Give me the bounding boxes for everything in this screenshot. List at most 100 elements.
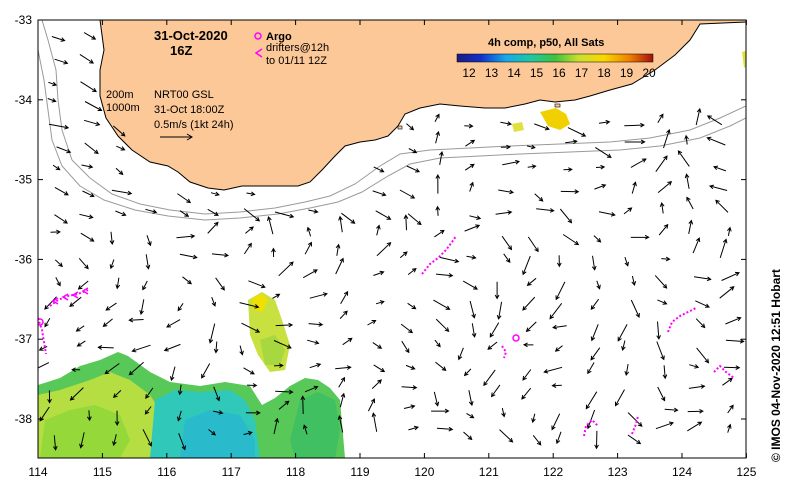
current-arrow	[495, 210, 513, 215]
current-arrow	[403, 404, 416, 409]
current-arrow	[624, 364, 630, 377]
current-arrow	[80, 232, 95, 242]
current-arrow	[179, 253, 198, 260]
current-arrow	[469, 181, 474, 192]
current-arrow	[590, 298, 600, 311]
current-arrow	[112, 434, 117, 447]
colorbar-tick-label: 18	[597, 66, 611, 80]
current-arrow	[471, 323, 477, 338]
current-arrow	[338, 376, 346, 388]
current-arrow	[69, 296, 82, 307]
current-arrow	[267, 216, 274, 235]
current-arrow	[273, 363, 284, 368]
current-arrow	[522, 255, 531, 276]
y-tick-label: -38	[15, 412, 33, 426]
current-arrow	[657, 181, 673, 193]
current-arrow	[208, 429, 217, 436]
current-arrow	[243, 430, 253, 436]
current-arrow	[342, 337, 353, 346]
product-name: NRT00 GSL	[154, 89, 214, 101]
current-arrow	[464, 224, 481, 232]
current-arrow	[689, 364, 700, 369]
current-arrow	[469, 300, 476, 319]
current-arrow	[565, 139, 578, 145]
x-tick-label: 120	[414, 465, 434, 479]
colorbar-tick-label: 15	[530, 66, 544, 80]
current-arrow	[555, 281, 566, 301]
current-arrow	[44, 296, 57, 310]
current-arrow	[399, 189, 416, 199]
current-arrow	[201, 363, 211, 379]
current-arrow	[407, 302, 417, 310]
current-arrow	[304, 241, 312, 255]
current-arrow	[179, 210, 190, 217]
current-arrow	[76, 340, 86, 347]
map-timestamp: 31-Oct-2020	[154, 28, 228, 43]
current-arrow	[376, 241, 392, 257]
current-arrow	[531, 413, 536, 424]
current-arrow	[560, 189, 580, 194]
current-arrow	[435, 361, 447, 371]
current-arrow	[373, 364, 386, 373]
sst-patches	[38, 50, 746, 458]
current-arrow	[86, 410, 92, 422]
current-arrow	[556, 255, 562, 268]
current-arrow	[526, 144, 536, 150]
current-arrow	[435, 173, 441, 194]
current-arrow	[590, 324, 599, 342]
current-arrow	[309, 292, 328, 299]
y-axis: -33 -34 -35 -36 -37 -38	[15, 13, 746, 426]
current-arrow	[631, 181, 637, 194]
current-arrow	[727, 226, 732, 236]
drifter-legend-line1: drifters@12h	[266, 42, 329, 54]
current-arrow	[401, 340, 410, 354]
current-arrow	[145, 208, 158, 214]
current-arrow	[79, 432, 85, 449]
current-arrow	[142, 280, 148, 291]
current-arrow	[725, 316, 742, 325]
current-arrow	[725, 338, 745, 344]
current-arrow	[111, 189, 133, 196]
current-arrow	[56, 146, 72, 154]
current-arrow	[302, 424, 308, 435]
current-arrow	[399, 251, 408, 259]
current-arrow	[630, 234, 650, 240]
current-arrow	[559, 208, 573, 224]
current-arrow	[371, 379, 382, 389]
current-arrow	[630, 299, 640, 318]
current-arrow	[54, 259, 63, 268]
current-arrow	[215, 277, 225, 291]
colorbar-tick-label: 13	[485, 66, 499, 80]
plot-frame	[37, 19, 747, 459]
current-arrow	[372, 342, 383, 349]
current-arrow	[401, 385, 418, 390]
current-arrow	[271, 247, 276, 258]
current-arrow	[591, 255, 597, 271]
current-arrow	[81, 164, 94, 169]
current-arrow	[239, 345, 244, 356]
current-arrow	[278, 400, 290, 410]
current-arrow	[656, 321, 661, 340]
current-arrow	[405, 364, 416, 370]
y-tick-label: -34	[15, 93, 33, 107]
current-arrow	[527, 236, 539, 253]
current-arrow	[555, 431, 562, 445]
current-arrow	[586, 409, 596, 430]
x-tick-label: 114	[28, 465, 47, 479]
current-arrow	[245, 226, 254, 234]
current-arrow	[723, 365, 741, 370]
current-arrow	[490, 384, 501, 398]
argo-floats	[38, 318, 520, 342]
current-arrow	[145, 387, 154, 399]
current-arrow	[503, 253, 511, 264]
current-arrow	[498, 189, 515, 195]
vector-scale-label: 0.5m/s (1kt 24h)	[154, 119, 233, 131]
current-arrow	[543, 366, 563, 374]
current-arrow	[211, 252, 230, 258]
current-arrow	[163, 343, 181, 352]
current-arrow	[182, 276, 193, 285]
current-arrow	[465, 139, 476, 147]
current-arrow	[684, 134, 689, 145]
current-arrow	[727, 404, 734, 414]
current-arrow	[335, 243, 341, 256]
